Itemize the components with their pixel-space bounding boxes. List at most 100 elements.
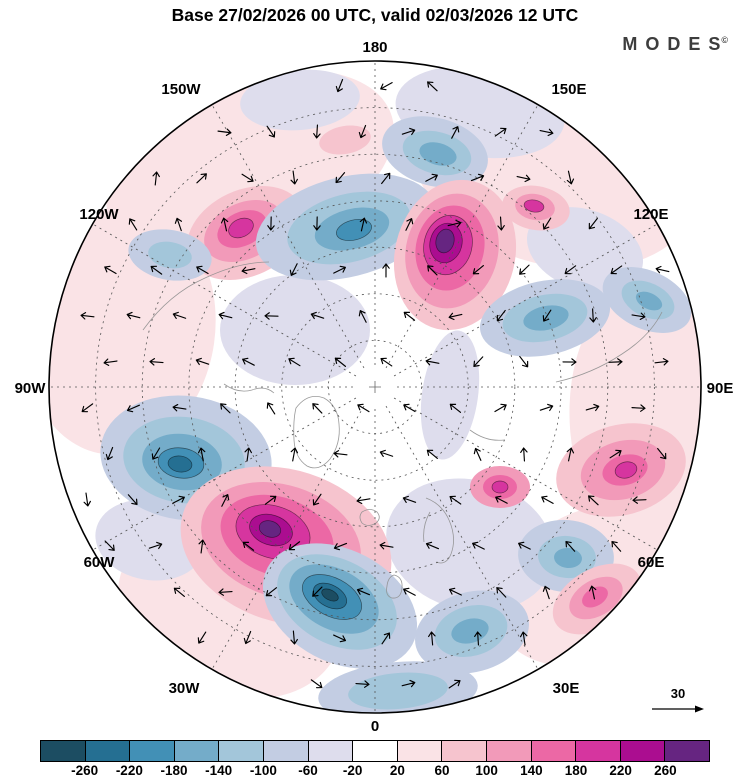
colorbar-tick-label: -220 (115, 763, 143, 778)
wind-vector-arrow (403, 587, 416, 596)
wind-vector (288, 357, 301, 367)
latitude-circle (95, 107, 655, 667)
wind-vector (426, 449, 438, 460)
wind-vector (519, 355, 529, 368)
wind-vector-arrow (496, 309, 506, 322)
wind-vector-arrow (218, 588, 233, 596)
wind-vector-arrow (403, 403, 416, 413)
wind-vector (401, 127, 416, 136)
wind-vector-arrow (104, 265, 117, 275)
reference-vector-arrowhead (695, 705, 704, 713)
wind-vector (242, 541, 255, 551)
wind-vector-arrow (197, 631, 207, 644)
colorbar-cell (41, 741, 86, 761)
wind-vector-arrow (448, 312, 463, 321)
anomaly-band (582, 586, 608, 608)
wind-vector-arrow (519, 355, 529, 368)
colorbar-tick-label: 100 (475, 763, 498, 778)
wind-vector-arrow (588, 585, 597, 600)
longitude-label: 0 (371, 718, 379, 735)
wind-vector (173, 587, 185, 598)
wind-vector-arrow (380, 82, 393, 91)
wind-vector-arrow (451, 126, 460, 139)
wind-vector (428, 631, 436, 646)
wind-vector-arrow (220, 403, 231, 414)
wind-vector (379, 449, 394, 458)
wind-vector (541, 495, 554, 504)
coastline-scandinavia (423, 497, 454, 564)
wind-vector-arrow (310, 679, 323, 689)
wind-vector (427, 265, 438, 276)
wind-vector-arrow (541, 495, 554, 504)
graticule (49, 61, 701, 713)
colorbar-cell (665, 741, 709, 761)
latitude-circle (281, 293, 469, 481)
wind-vector (312, 403, 323, 414)
wind-vector (264, 312, 279, 320)
wind-vector-arrow (266, 402, 276, 415)
wind-vector (148, 541, 163, 550)
colorbar-tick-label: -20 (342, 763, 363, 778)
colorbar-tick-label: -100 (249, 763, 277, 778)
wind-vector-arrow (126, 311, 141, 320)
wind-vector (425, 173, 438, 182)
wind-vector (449, 403, 462, 413)
wind-vector (608, 358, 623, 366)
wind-vector (403, 587, 416, 596)
wind-vector (81, 403, 94, 413)
anomaly-band (386, 478, 554, 612)
wind-vector (566, 170, 575, 185)
wind-vector-arrow (588, 495, 599, 506)
wind-vector-arrow (335, 78, 344, 93)
wind-vector (217, 128, 232, 136)
wind-vector-arrow (220, 217, 229, 232)
wind-vector-arrow (542, 217, 552, 230)
wind-vector-arrow (519, 264, 530, 275)
longitude-label: 60E (638, 554, 665, 571)
wind-vector-arrow (127, 494, 138, 506)
wind-vector-arrow (197, 447, 206, 462)
wind-vector-arrow (495, 495, 508, 504)
wind-vector-arrow (81, 403, 94, 413)
wind-vector (403, 311, 416, 321)
wind-vector-arrow (241, 266, 256, 275)
wind-vector-arrow (611, 540, 622, 552)
anomaly-band (419, 142, 457, 166)
wind-vector (632, 496, 647, 504)
wind-vector-arrow (542, 585, 551, 600)
wind-vector-arrow (519, 631, 528, 646)
wind-vector-arrow (126, 404, 140, 413)
wind-vector-arrow (152, 171, 160, 186)
wind-vector-arrow (334, 357, 347, 367)
anomaly-band (523, 199, 545, 213)
modes-logo-text: MODES (622, 34, 729, 54)
wind-vector (495, 495, 508, 504)
wind-vector-arrow (149, 358, 164, 366)
wind-vector (427, 81, 438, 92)
wind-vector-arrow (289, 263, 298, 276)
colorbar-tick-label: -260 (71, 763, 99, 778)
wind-vector (401, 679, 416, 688)
wind-vector-arrow (379, 541, 394, 550)
colorbar-tick-label: 260 (654, 763, 677, 778)
wind-vector-arrow (244, 447, 252, 462)
wind-vector (519, 631, 528, 646)
wind-vector-arrow (172, 311, 187, 320)
meridian-line (211, 405, 365, 670)
wind-vector (357, 403, 370, 413)
wind-vector (542, 585, 551, 600)
wind-vector (355, 680, 370, 688)
wind-vector (104, 265, 117, 275)
meridian-line (385, 405, 539, 670)
wind-vector-arrow (426, 449, 438, 460)
wind-vector-arrow (128, 218, 138, 231)
wind-vector-arrow (654, 358, 669, 366)
wind-vector-arrow (589, 308, 597, 323)
wind-vector-arrow (103, 358, 118, 366)
wind-vector (379, 541, 394, 550)
wind-vector (244, 447, 252, 462)
wind-vector-arrow (562, 358, 577, 366)
wind-vector (220, 217, 229, 232)
wind-vector-arrow (335, 172, 346, 184)
